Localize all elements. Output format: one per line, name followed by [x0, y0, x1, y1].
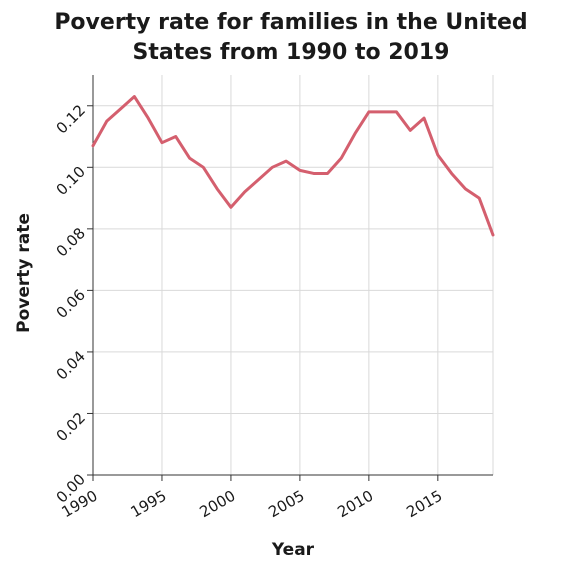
- y-tick-label: 0.02: [53, 409, 89, 445]
- x-tick-label: 2010: [334, 487, 376, 522]
- x-tick-label: 2015: [403, 487, 445, 522]
- chart-title-line-2: States from 1990 to 2019: [133, 40, 450, 65]
- axes: [92, 75, 493, 476]
- grid: [92, 75, 494, 476]
- y-tick-label: 0.10: [53, 163, 89, 199]
- y-axis-ticks: 0.000.020.040.060.080.100.12: [53, 101, 93, 507]
- x-axis-ticks: 1990 1995 2000 2005 2010 2015: [59, 475, 445, 522]
- series-line: [91, 95, 495, 237]
- x-tick-label: 2005: [265, 487, 307, 522]
- chart-title-line-1: Poverty rate for families in the United: [54, 10, 527, 35]
- y-tick-label: 0.04: [53, 347, 89, 383]
- y-tick-label: 0.06: [53, 286, 89, 322]
- series: [91, 95, 495, 237]
- y-tick-label: 0.08: [53, 224, 89, 260]
- x-axis-label: Year: [271, 540, 315, 560]
- y-tick-label: 0.12: [53, 101, 89, 137]
- x-tick-label: 2000: [196, 487, 238, 522]
- x-tick-label: 1995: [127, 487, 169, 522]
- y-axis-label: Poverty rate: [14, 213, 34, 333]
